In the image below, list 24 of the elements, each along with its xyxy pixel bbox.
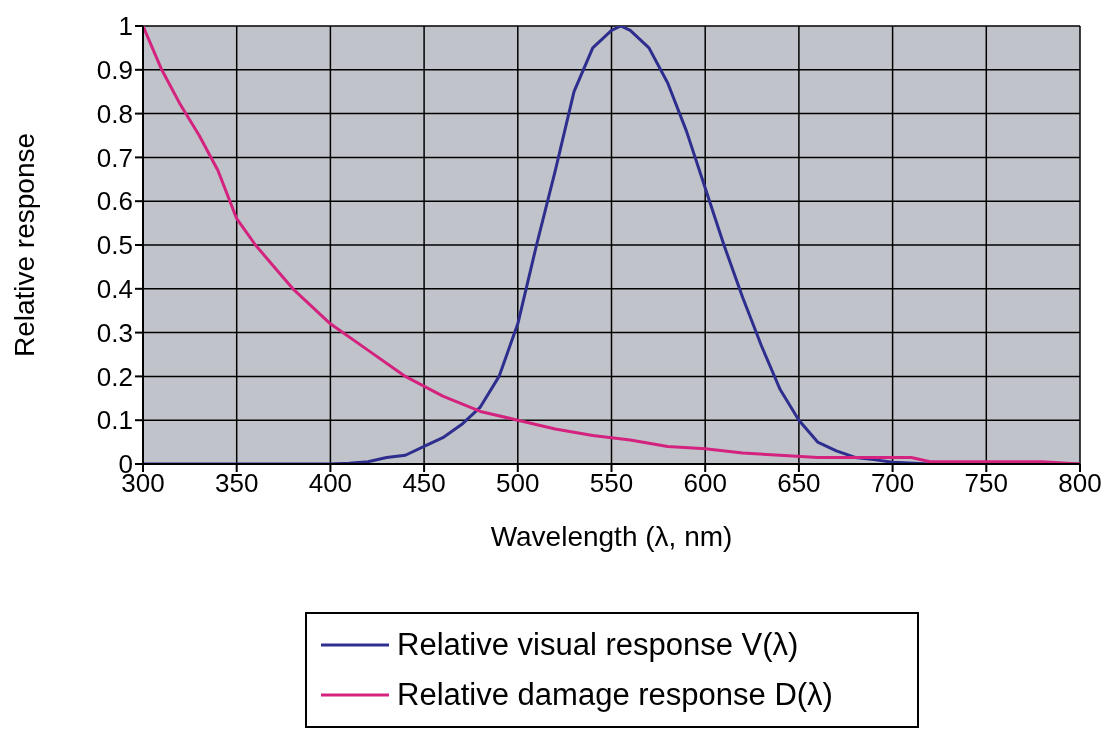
y-tick-label: 1 [118, 11, 133, 42]
x-tick-label: 550 [589, 468, 634, 499]
x-axis-title: Wavelength (λ, nm) [490, 521, 733, 552]
x-tick-label: 350 [215, 468, 259, 499]
y-tick-label: 0.1 [96, 405, 133, 436]
x-tick-label: 750 [964, 468, 1008, 499]
x-tick-label: 400 [308, 468, 353, 499]
y-tick-label: 0.2 [96, 361, 133, 392]
x-tick-label: 450 [402, 468, 446, 499]
y-axis-title: Relative response [8, 132, 40, 358]
y-tick-label: 0.3 [96, 317, 133, 348]
x-tick-label: 600 [683, 468, 727, 499]
y-tick-label: 0.9 [96, 55, 133, 86]
x-tick-label: 700 [870, 468, 915, 499]
legend-label: Relative damage response D(λ) [397, 677, 833, 713]
y-tick-label: 0.4 [96, 274, 133, 305]
y-tick-label: 0.7 [96, 142, 133, 173]
legend-label: Relative visual response V(λ) [397, 627, 799, 663]
x-tick-label: 500 [496, 468, 540, 499]
y-tick-label: 0.5 [96, 230, 133, 261]
x-tick-label: 800 [1058, 468, 1102, 499]
y-tick-label: 0.8 [96, 98, 133, 129]
y-tick-label: 0.6 [96, 186, 133, 217]
x-tick-label: 650 [777, 468, 821, 499]
